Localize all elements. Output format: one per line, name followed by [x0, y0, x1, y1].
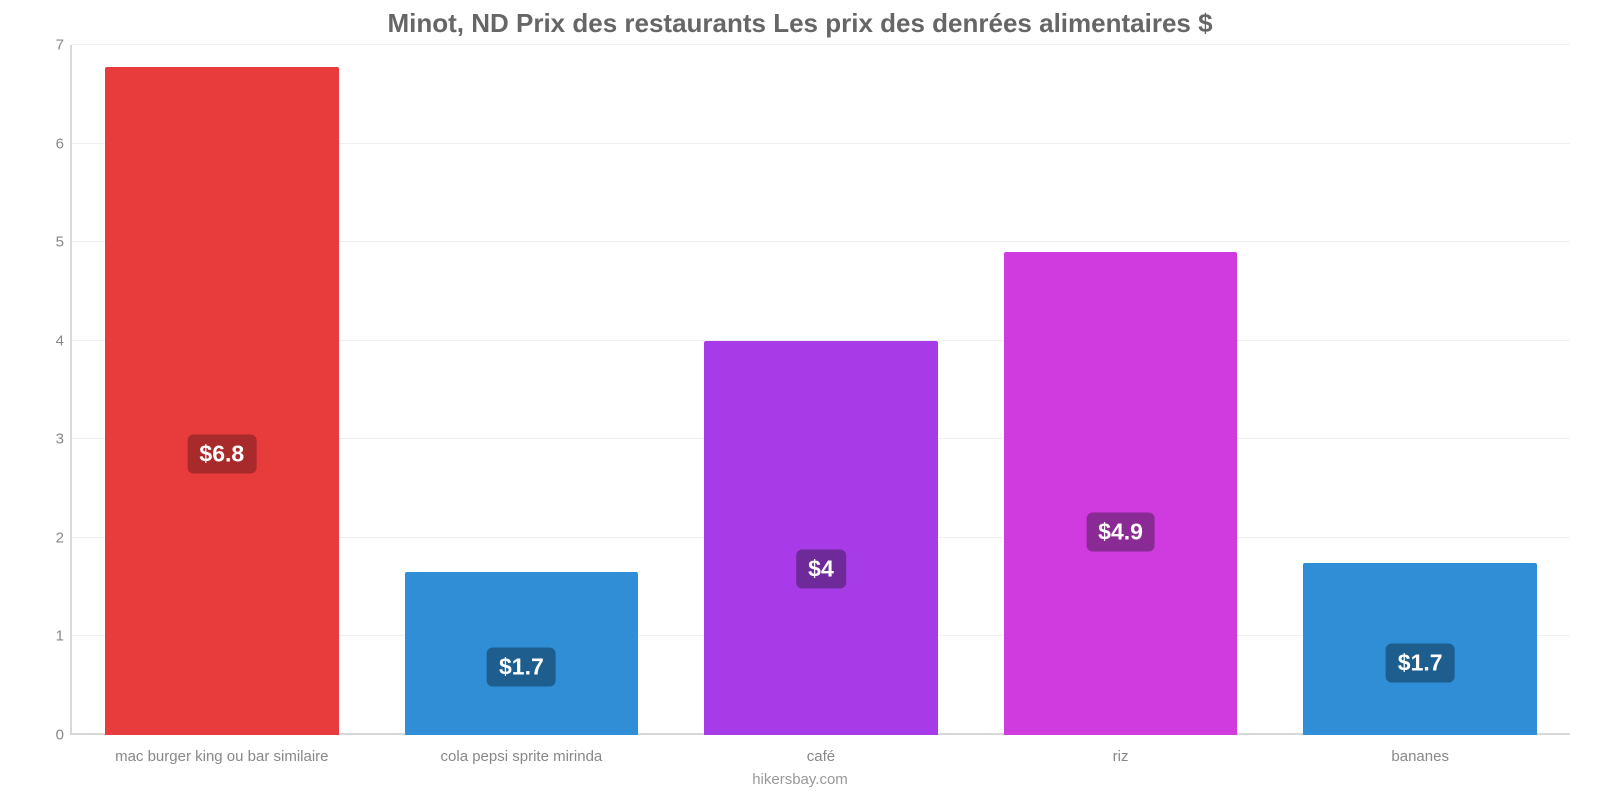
x-axis-labels: mac burger king ou bar similairecola pep… — [72, 748, 1570, 765]
y-tick-label: 4 — [56, 332, 64, 349]
x-tick-label: riz — [971, 748, 1271, 765]
chart-container: Minot, ND Prix des restaurants Les prix … — [0, 0, 1600, 800]
y-tick-label: 2 — [56, 529, 64, 546]
bar-value-label: $1.7 — [1386, 643, 1455, 682]
bar-slot: $1.7 — [1270, 45, 1570, 735]
bar-slot: $1.7 — [372, 45, 672, 735]
chart-title: Minot, ND Prix des restaurants Les prix … — [30, 8, 1570, 39]
y-tick-label: 7 — [56, 37, 64, 54]
bars-group: $6.8 $1.7 $4 $4.9 $1.7 — [72, 45, 1570, 735]
bar-slot: $6.8 — [72, 45, 372, 735]
bar-value-label: $1.7 — [487, 647, 556, 686]
bar: $4.9 — [1004, 252, 1238, 735]
x-tick-label: cola pepsi sprite mirinda — [372, 748, 672, 765]
bar-value-label: $4.9 — [1086, 513, 1155, 552]
bar: $6.8 — [105, 67, 339, 735]
plot-area: 01234567 $6.8$1.7$4$4.9$1.7 mac burger k… — [30, 45, 1570, 735]
bar-slot: $4 — [671, 45, 971, 735]
y-axis: 01234567 — [30, 45, 70, 735]
x-tick-label: mac burger king ou bar similaire — [72, 748, 372, 765]
x-tick-label: café — [671, 748, 971, 765]
y-tick-label: 3 — [56, 431, 64, 448]
bar-value-label: $4 — [796, 550, 846, 589]
bar: $4 — [704, 341, 938, 735]
bar-value-label: $6.8 — [187, 435, 256, 474]
bar: $1.7 — [1303, 563, 1537, 736]
y-tick-label: 1 — [56, 628, 64, 645]
y-tick-label: 0 — [56, 727, 64, 744]
x-tick-label: bananes — [1270, 748, 1570, 765]
chart-footer: hikersbay.com — [30, 771, 1570, 788]
bar: $1.7 — [405, 572, 639, 735]
bar-slot: $4.9 — [971, 45, 1271, 735]
y-tick-label: 6 — [56, 135, 64, 152]
y-tick-label: 5 — [56, 234, 64, 251]
